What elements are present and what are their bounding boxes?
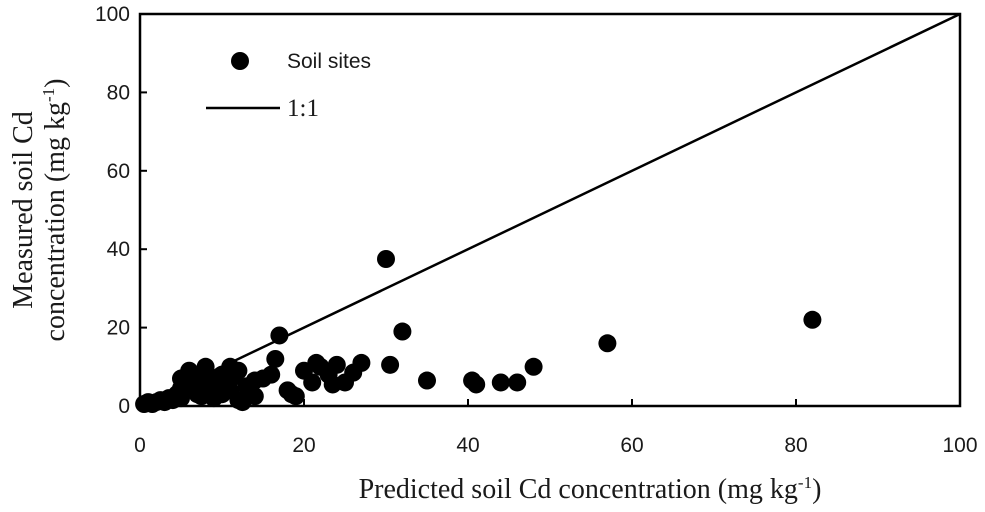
data-point: [381, 355, 400, 374]
x-axis-title-end: ): [812, 474, 821, 505]
y-tick-label: 60: [107, 160, 130, 183]
y-axis-title: Measured soil Cd concentration (mg kg-1): [8, 79, 71, 342]
legend-label-soil-sites: Soil sites: [287, 50, 371, 73]
ticks-layer: 0 20 40 60 80 100 0 20 40 60 80 100: [95, 3, 978, 457]
y-tick-label: 40: [107, 238, 130, 261]
data-point: [229, 391, 248, 410]
data-point: [266, 349, 285, 368]
x-tick-label: 80: [784, 434, 807, 457]
data-point: [262, 365, 281, 384]
data-point: [491, 373, 510, 392]
y-tick-label: 80: [107, 81, 130, 104]
y-axis-title-line2-end: ): [40, 79, 71, 88]
y-tick-label: 0: [118, 395, 130, 418]
data-point: [508, 373, 527, 392]
data-point: [377, 250, 395, 268]
data-point: [245, 387, 264, 406]
plot-layer: [135, 12, 961, 414]
data-point: [323, 375, 342, 394]
x-axis-title: Predicted soil Cd concentration (mg kg-1…: [359, 473, 822, 505]
x-tick-label: 100: [942, 434, 977, 457]
data-point: [172, 379, 190, 398]
y-tick-label: 20: [107, 317, 130, 340]
data-point: [282, 385, 301, 404]
plot-frame: [138, 12, 962, 408]
data-point: [327, 355, 346, 374]
data-point: [524, 357, 543, 376]
data-point: [803, 310, 822, 329]
data-point: [303, 373, 322, 392]
data-point: [418, 371, 436, 390]
x-tick-label: 60: [620, 434, 643, 457]
data-point: [270, 326, 289, 345]
legend-label-1-1: 1:1: [287, 95, 319, 122]
data-point: [192, 387, 211, 406]
x-tick-label: 20: [292, 434, 315, 457]
y-axis-title-line2: concentration (mg kg-1): [39, 79, 71, 342]
y-axis-title-line1: Measured soil Cd: [8, 111, 39, 309]
data-point: [393, 322, 412, 341]
data-point: [229, 361, 248, 380]
data-point: [598, 334, 617, 353]
one-to-one-line: [139, 12, 961, 408]
y-axis-title-line2-sup: -1: [39, 88, 58, 102]
data-point: [352, 353, 371, 372]
x-tick-label: 40: [456, 434, 479, 457]
y-tick-label: 100: [95, 3, 130, 26]
x-axis-title-main: Predicted soil Cd concentration (mg kg: [359, 474, 798, 505]
x-tick-label: 0: [134, 434, 146, 457]
x-axis-title-sup: -1: [798, 473, 812, 492]
legend-marker-soil-sites: [231, 52, 249, 70]
y-axis-title-line2-main: concentration (mg kg: [40, 102, 71, 341]
data-point: [467, 375, 486, 394]
legend: Soil sites 1:1: [206, 50, 371, 122]
data-point: [208, 383, 227, 402]
